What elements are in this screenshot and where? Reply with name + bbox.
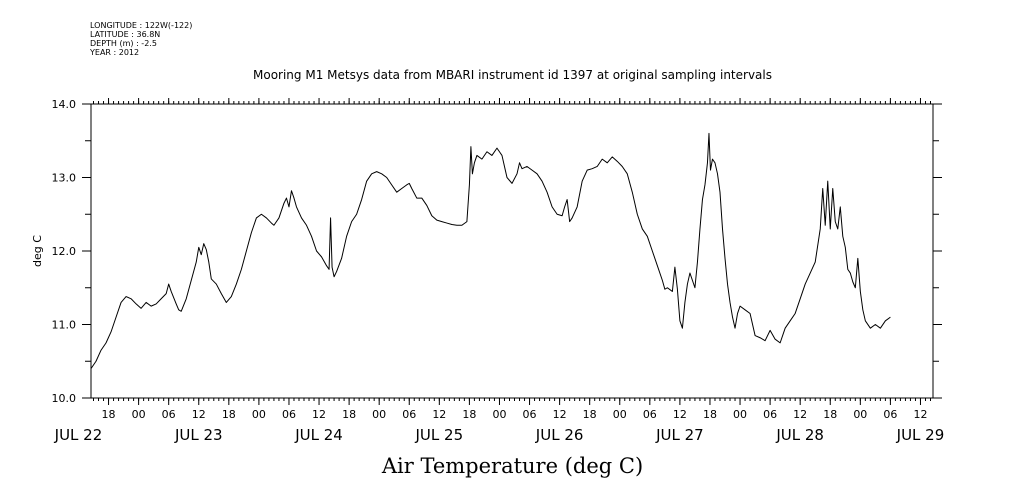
x-tick-label: 18 [823,408,837,421]
metadata-year: YEAR : 2012 [90,48,140,57]
x-tick-label: 12 [192,408,206,421]
chart-title: Mooring M1 Metsys data from MBARI instru… [253,68,772,82]
x-tick-label: 00 [853,408,867,421]
x-day-label: JUL 27 [655,426,704,444]
x-day-label: JUL 23 [174,426,223,444]
x-tick-label: 06 [402,408,416,421]
x-tick-label: 18 [583,408,597,421]
x-day-label: JUL 22 [54,426,103,444]
x-tick-label: 06 [763,408,777,421]
x-tick-label: 18 [462,408,476,421]
y-tick-label: 14.0 [52,98,77,111]
y-tick-label: 13.0 [52,172,77,185]
metadata-depth: DEPTH (m) : -2.5 [90,39,157,48]
x-day-label: JUL 28 [775,426,824,444]
x-tick-label: 18 [102,408,116,421]
metadata-latitude: LATITUDE : 36.8N [90,30,161,39]
x-tick-label: 00 [492,408,506,421]
x-tick-label: 00 [132,408,146,421]
metadata-block: LONGITUDE : 122W(-122) LATITUDE : 36.8N … [90,21,192,57]
x-tick-label: 18 [222,408,236,421]
x-tick-label: 12 [312,408,326,421]
x-tick-label: 00 [613,408,627,421]
x-tick-label: 06 [883,408,897,421]
x-tick-label: 00 [372,408,386,421]
x-tick-label: 12 [432,408,446,421]
y-tick-label: 12.0 [52,245,77,258]
x-tick-label: 18 [342,408,356,421]
y-tick-label: 11.0 [52,319,77,332]
x-axis-title: Air Temperature (deg C) [381,454,644,478]
metadata-longitude: LONGITUDE : 122W(-122) [90,21,193,30]
x-tick-label: 06 [523,408,537,421]
x-tick-label: 06 [282,408,296,421]
x-tick-label: 18 [703,408,717,421]
x-tick-label: 12 [913,408,927,421]
x-tick-label: 00 [252,408,266,421]
plot-frame [90,103,934,399]
y-tick-label: 10.0 [52,392,77,405]
x-tick-label: 06 [162,408,176,421]
x-tick-label: 12 [553,408,567,421]
x-tick-label: 06 [643,408,657,421]
x-day-label: JUL 26 [535,426,584,444]
x-day-label: JUL 29 [896,426,945,444]
x-tick-label: 12 [673,408,687,421]
x-day-label: JUL 25 [415,426,464,444]
x-tick-label: 00 [733,408,747,421]
x-tick-label: 12 [793,408,807,421]
x-day-label: JUL 24 [294,426,343,444]
air-temperature-series-line [90,132,891,369]
y-axis-label: deg C [31,235,44,267]
